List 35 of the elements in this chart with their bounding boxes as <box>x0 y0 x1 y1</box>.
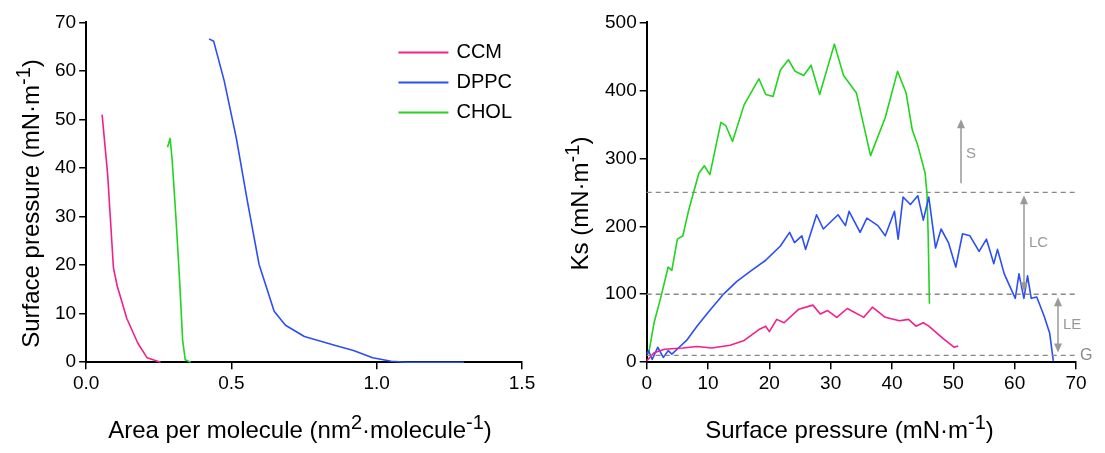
y-tick-label: 70 <box>54 10 77 32</box>
y-tick-label: 20 <box>54 253 77 275</box>
x-tick-label: 0.5 <box>218 371 245 393</box>
y-tick-label: 500 <box>604 10 637 32</box>
x-axis-title: Area per molecule (nm$^{2}$·molecule$^{-1}$) <box>107 411 493 444</box>
y-tick-label: 40 <box>54 156 77 178</box>
annotation: S <box>965 144 976 162</box>
x-tick-label: 0.0 <box>72 371 100 393</box>
x-tick-label: 50 <box>942 371 964 393</box>
x-tick-label: 60 <box>1003 371 1025 393</box>
y-tick-label: 60 <box>54 59 77 81</box>
annotation: LC <box>1028 233 1048 251</box>
x-tick-label: 0 <box>640 371 652 393</box>
legend-label: CCM <box>456 39 502 62</box>
y-tick-label: 200 <box>604 214 637 236</box>
y-tick-label: 100 <box>604 282 637 304</box>
legend-label: DPPC <box>456 69 513 92</box>
x-tick-label: 30 <box>819 371 841 393</box>
y-tick-label: 50 <box>54 107 77 129</box>
x-tick-label: 20 <box>758 371 780 393</box>
x-tick-label: 10 <box>696 371 719 393</box>
x-tick-label: 70 <box>1064 371 1087 393</box>
x-axis-title: Surface pressure (mN·m$^{-1}$) <box>704 411 995 444</box>
annotation: LE <box>1062 314 1081 332</box>
x-tick-label: 40 <box>880 371 903 393</box>
y-tick-label: 0 <box>65 350 77 372</box>
legend-label: CHOL <box>456 99 513 122</box>
x-tick-label: 1.0 <box>363 371 390 393</box>
y-tick-label: 30 <box>54 204 77 226</box>
y-tick-label: 0 <box>625 350 637 372</box>
y-tick-label: 300 <box>604 146 637 168</box>
x-tick-label: 1.5 <box>508 371 536 393</box>
y-tick-label: 400 <box>604 78 637 100</box>
ref-line-label: G <box>1079 345 1092 363</box>
y-tick-label: 10 <box>54 301 77 323</box>
